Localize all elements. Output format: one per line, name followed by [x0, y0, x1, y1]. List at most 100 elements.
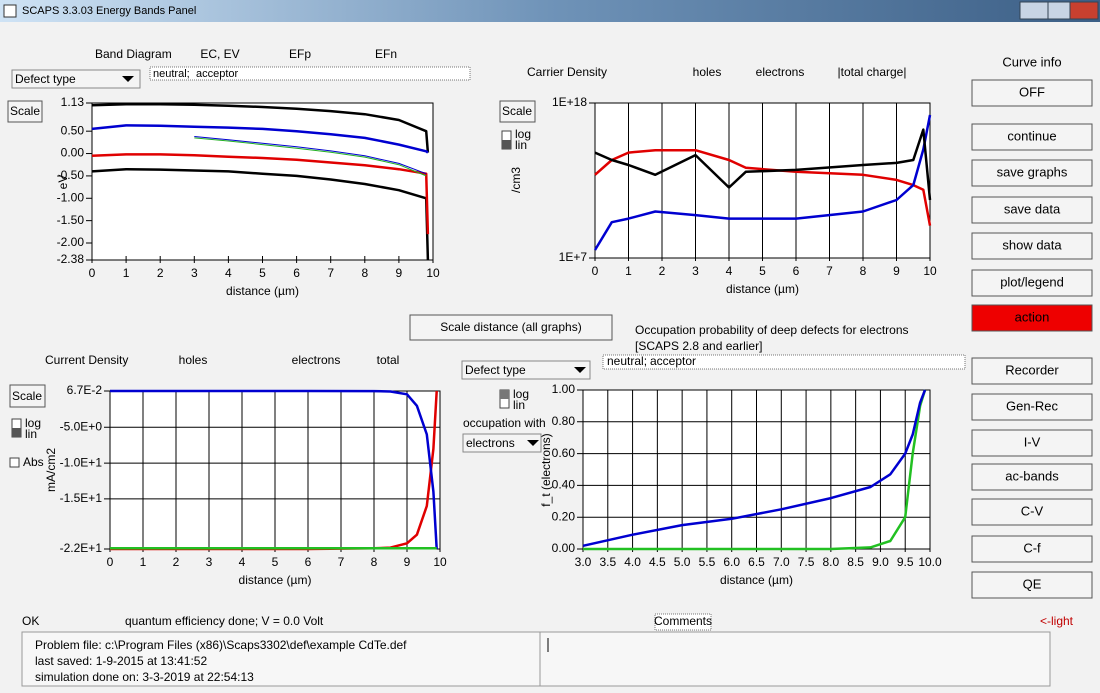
- defect-legend-entry: neutral;: [153, 68, 190, 80]
- x-tick-label: 7: [826, 264, 833, 278]
- log-lin-switch-fill[interactable]: [500, 390, 509, 399]
- info-line: Problem file: c:\Program Files (x86)\Sca…: [35, 638, 407, 652]
- y-tick-label: 0.00: [552, 541, 576, 555]
- x-tick-label: 4.5: [649, 555, 666, 569]
- y-axis-label: eV: [56, 175, 70, 190]
- button-label[interactable]: continue: [1007, 128, 1056, 143]
- light-link[interactable]: <-light: [1040, 614, 1074, 628]
- button-label[interactable]: Recorder: [1005, 362, 1059, 377]
- comments-panel[interactable]: [540, 632, 1050, 686]
- x-tick-label: 3.5: [599, 555, 616, 569]
- x-tick-label: 1: [123, 266, 130, 280]
- x-tick-label: 7: [338, 555, 345, 569]
- x-tick-label: 4: [225, 266, 232, 280]
- x-tick-label: 0: [107, 555, 114, 569]
- x-tick-label: 6: [305, 555, 312, 569]
- lin-option[interactable]: lin: [513, 398, 525, 412]
- panel-title: Occupation probability of deep defects f…: [635, 323, 909, 337]
- checkbox-label[interactable]: Abs: [23, 455, 44, 469]
- x-axis-label: distance (µm): [726, 282, 799, 296]
- y-tick-label: 0.50: [61, 123, 85, 137]
- button-label[interactable]: Scale: [10, 104, 40, 118]
- x-axis-label: distance (µm): [226, 284, 299, 298]
- x-tick-label: 4.0: [624, 555, 641, 569]
- button-label[interactable]: C-f: [1023, 540, 1041, 555]
- abs-checkbox[interactable]: [10, 458, 19, 467]
- dropdown-text[interactable]: Defect type: [465, 363, 526, 377]
- panel-title: Band Diagram: [95, 47, 172, 61]
- legend-entry: holes: [693, 65, 722, 79]
- y-tick-label: 1.13: [61, 95, 85, 109]
- legend-entry: neutral;: [607, 354, 647, 368]
- y-tick-label: 0.20: [552, 509, 576, 523]
- x-tick-label: 5.0: [674, 555, 691, 569]
- x-tick-label: 3: [191, 266, 198, 280]
- page: { "window": {"title": "SCAPS 3.3.03 Ener…: [0, 0, 1100, 693]
- x-tick-label: 10: [923, 264, 937, 278]
- x-tick-label: 8.5: [847, 555, 864, 569]
- button-label[interactable]: save graphs: [997, 164, 1068, 179]
- info-line: simulation done on: 3-3-2019 at 22:54:13: [35, 670, 254, 684]
- x-tick-label: 5: [272, 555, 279, 569]
- dropdown-text[interactable]: Defect type: [15, 72, 76, 86]
- x-tick-label: 8: [361, 266, 368, 280]
- y-tick-label: 0.60: [552, 446, 576, 460]
- legend-entry: EC, EV: [200, 47, 239, 61]
- button-label[interactable]: I-V: [1024, 434, 1041, 449]
- button-label[interactable]: action: [1015, 309, 1050, 324]
- y-tick-label: -2.00: [57, 235, 85, 249]
- button-label[interactable]: show data: [1002, 237, 1062, 252]
- button-label[interactable]: Scale: [12, 389, 42, 403]
- x-axis-label: distance (µm): [720, 573, 793, 587]
- button-label[interactable]: Scale: [502, 104, 532, 118]
- lin-option[interactable]: lin: [515, 138, 527, 152]
- button-label[interactable]: QE: [1023, 576, 1042, 591]
- button-label[interactable]: Gen-Rec: [1006, 398, 1059, 413]
- x-tick-label: 7.5: [798, 555, 815, 569]
- y-axis-label: f_t (electrons): [539, 433, 553, 506]
- x-tick-label: 5.5: [699, 555, 716, 569]
- x-tick-label: 7.0: [773, 555, 790, 569]
- button-label[interactable]: Scale distance (all graphs): [440, 320, 581, 334]
- button-label[interactable]: plot/legend: [1000, 274, 1064, 289]
- x-tick-label: 10: [433, 555, 447, 569]
- button-label[interactable]: ac-bands: [1005, 468, 1059, 483]
- button-label[interactable]: C-V: [1021, 503, 1044, 518]
- x-tick-label: 5: [259, 266, 266, 280]
- log-lin-switch-fill[interactable]: [502, 140, 511, 149]
- log-lin-switch-fill[interactable]: [12, 428, 21, 437]
- button-label[interactable]: save data: [1004, 201, 1061, 216]
- status-message: quantum efficiency done; V = 0.0 Volt: [125, 614, 324, 628]
- x-tick-label: 9.5: [897, 555, 914, 569]
- panel-title: Current Density: [45, 353, 128, 367]
- window-icon: [4, 5, 16, 17]
- minimize-button[interactable]: [1020, 2, 1048, 19]
- y-tick-label: 1.00: [552, 382, 576, 396]
- x-tick-label: 0: [89, 266, 96, 280]
- legend-entry: acceptor: [650, 354, 696, 368]
- x-tick-label: 8: [371, 555, 378, 569]
- y-axis-label: /cm3: [509, 167, 523, 193]
- x-tick-label: 4: [726, 264, 733, 278]
- window: SCAPS 3.3.03 Energy Bands Panel Band Dia…: [0, 0, 1100, 693]
- y-tick-label: -2.2E+1: [60, 541, 103, 555]
- dropdown-text[interactable]: electrons: [466, 436, 515, 450]
- close-button[interactable]: [1070, 2, 1098, 19]
- defect-legend-entry: acceptor: [196, 68, 239, 80]
- legend-entry: EFn: [375, 47, 397, 61]
- y-axis-label: mA/cm2: [44, 448, 58, 492]
- y-tick-label: 0.40: [552, 478, 576, 492]
- button-label[interactable]: OFF: [1019, 84, 1045, 99]
- lin-option[interactable]: lin: [25, 427, 37, 441]
- occupation-label: occupation with: [463, 416, 546, 430]
- y-tick-label: -1.5E+1: [60, 491, 103, 505]
- info-line: last saved: 1-9-2015 at 13:41:52: [35, 654, 207, 668]
- x-axis-label: distance (µm): [239, 573, 312, 587]
- x-tick-label: 2: [659, 264, 666, 278]
- status-ok: OK: [22, 614, 39, 628]
- legend-entry: holes: [179, 353, 208, 367]
- maximize-button[interactable]: [1048, 2, 1070, 19]
- y-tick-label: -1.0E+1: [60, 455, 103, 469]
- x-tick-label: 4: [239, 555, 246, 569]
- window-title: SCAPS 3.3.03 Energy Bands Panel: [22, 5, 196, 17]
